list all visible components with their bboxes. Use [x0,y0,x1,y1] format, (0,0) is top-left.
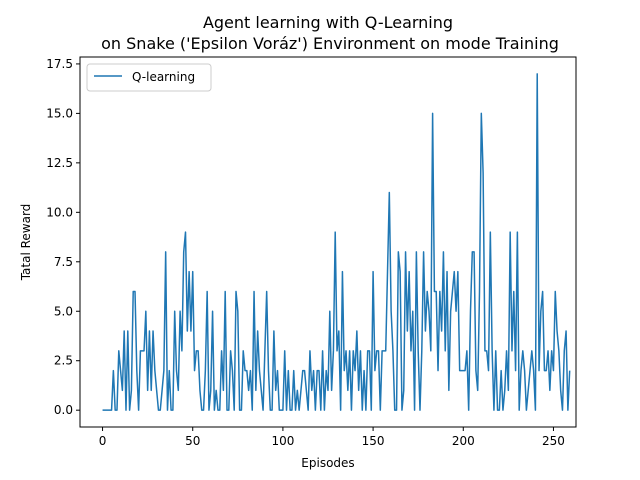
plot-frame [79,56,577,428]
x-tick-label: 150 [362,434,385,448]
x-tick-label: 0 [99,434,107,448]
y-tick-label: 2.5 [54,354,73,368]
y-tick-label: 0.0 [54,403,73,417]
y-tick-label: 15.0 [46,106,73,120]
series-layer [102,73,571,411]
y-tick-label: 10.0 [46,205,73,219]
y-tick-label: 12.5 [46,156,73,170]
x-tick-label: 200 [452,434,475,448]
x-axis: 0 50 100 150 200 250 [99,427,565,448]
chart-title-line-2: on Snake ('Epsilon Voráz') Environment o… [101,34,559,53]
y-tick-label: 17.5 [46,57,73,71]
legend-label-q-learning: Q-learning [132,70,195,84]
x-tick-label: 250 [542,434,565,448]
y-axis-label: Tatal Reward [19,204,33,282]
legend: Q-learning [86,63,212,92]
y-axis: 0.0 2.5 5.0 7.5 10.0 12.5 15.0 17.5 [46,57,80,417]
x-tick-label: 100 [271,434,294,448]
chart-title-line-1: Agent learning with Q-Learning [203,13,453,32]
legend-box [86,63,212,92]
series-line-q-learning [102,73,571,411]
y-tick-label: 5.0 [54,304,73,318]
x-tick-label: 50 [185,434,200,448]
x-axis-label: Episodes [301,456,354,470]
y-tick-label: 7.5 [54,255,73,269]
